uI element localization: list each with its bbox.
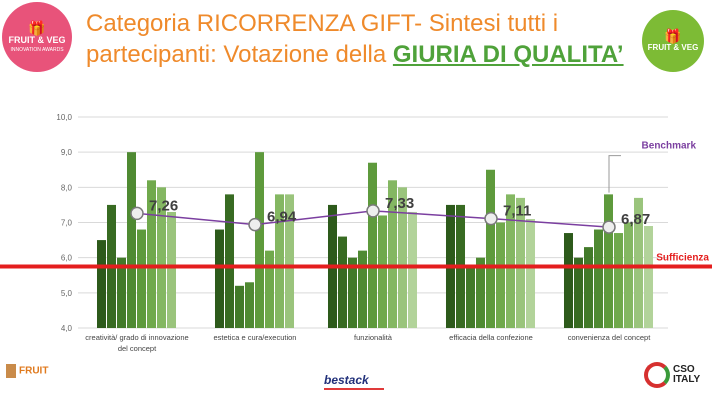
bestack-logo: bestack — [324, 373, 384, 390]
bar — [127, 152, 136, 328]
bar — [255, 152, 264, 328]
y-tick-label: 9,0 — [61, 148, 73, 157]
bar — [117, 257, 126, 328]
bar — [215, 229, 224, 328]
italy-text: ITALY — [673, 374, 701, 385]
y-tick-label: 6,0 — [61, 254, 73, 263]
x-tick-label: funzionalità — [354, 333, 393, 342]
bar — [368, 162, 377, 328]
bar-chart: 4,0 5,0 6,0 7,0 8,0 9,0 10,0 creatività/ grado … — [0, 113, 712, 353]
x-tick-label: efficacia della confezione — [449, 333, 533, 342]
bar — [564, 233, 573, 328]
bar — [516, 197, 525, 328]
bar — [634, 197, 643, 328]
bar — [466, 268, 475, 328]
fruit-logo: FRUIT — [6, 364, 48, 378]
bar — [167, 211, 176, 328]
y-tick-label: 7,0 — [61, 219, 73, 228]
title-line-1: Categoria RICORRENZA GIFT- Sintesi tutti… — [86, 10, 559, 37]
bar — [245, 282, 254, 328]
bar — [574, 257, 583, 328]
y-tick-label: 10,0 — [56, 113, 72, 122]
bar — [644, 226, 653, 328]
x-tick-label: creatività/ grado di innovazione — [85, 333, 188, 342]
bar — [147, 180, 156, 328]
bar — [604, 194, 613, 328]
bar — [285, 194, 294, 328]
badge-right-line1: FRUIT & VEG — [647, 43, 699, 53]
benchmark-value-label: 6,94 — [267, 209, 297, 226]
y-tick-label: 8,0 — [61, 183, 73, 192]
benchmark-callout-line — [608, 155, 621, 193]
title-line-2-prefix: partecipanti: Votazione della — [86, 41, 393, 68]
bar — [594, 229, 603, 328]
bar — [225, 194, 234, 328]
bar — [506, 194, 515, 328]
x-tick-label: convenienza del concept — [568, 333, 651, 342]
benchmark-value-label: 6,87 — [621, 211, 650, 228]
benchmark-legend-label: Benchmark — [642, 141, 697, 152]
benchmark-value-label: 7,33 — [385, 195, 414, 212]
fruit-veg-gift-badge: 🎁 FRUIT & VEG — [642, 10, 704, 72]
bar — [398, 187, 407, 328]
benchmark-point — [366, 204, 380, 218]
x-tick-label: del concept — [118, 344, 157, 353]
y-tick-label: 5,0 — [61, 289, 73, 298]
crate-icon — [6, 364, 16, 378]
bar — [157, 187, 166, 328]
bar — [137, 229, 146, 328]
bar — [358, 250, 367, 328]
slide-title: Categoria RICORRENZA GIFT- Sintesi tutti… — [86, 8, 626, 70]
badge-left-line2: INNOVATION AWARDS — [10, 46, 64, 53]
cso-text: CSO — [673, 363, 695, 375]
fruit-veg-awards-badge: 🎁 FRUIT & VEG INNOVATION AWARDS — [2, 2, 72, 72]
bar — [265, 250, 274, 328]
badge-left-line1: FRUIT & VEG — [8, 35, 66, 45]
bar — [476, 257, 485, 328]
bar — [584, 247, 593, 328]
benchmark-value-label: 7,26 — [149, 197, 178, 214]
cso-circle-icon — [644, 362, 670, 388]
benchmark-value-label: 7,11 — [503, 203, 531, 220]
bar — [348, 257, 357, 328]
benchmark-point — [484, 211, 498, 226]
bar — [378, 215, 387, 328]
benchmark-point — [602, 220, 616, 234]
bar — [614, 233, 623, 328]
bar — [624, 222, 633, 328]
bar — [486, 169, 495, 328]
y-tick-label: 4,0 — [61, 324, 73, 333]
benchmark-point — [130, 206, 144, 221]
sufficienza-label: Sufficienza — [656, 252, 709, 263]
bar — [388, 180, 397, 328]
bar — [496, 222, 505, 328]
gift-icon: 🎁 — [664, 27, 682, 44]
benchmark-point — [248, 217, 262, 232]
bar — [275, 194, 284, 328]
bar — [235, 285, 244, 328]
gift-icon: 🎁 — [28, 19, 46, 36]
bar — [526, 218, 535, 328]
bar — [408, 211, 417, 328]
x-tick-label: estetica e cura/execution — [214, 333, 297, 342]
cso-italy-logo: CSO ITALY — [644, 362, 700, 388]
bar — [338, 236, 347, 328]
title-highlight: GIURIA DI QUALITA’ — [392, 41, 624, 68]
bar — [97, 240, 106, 328]
